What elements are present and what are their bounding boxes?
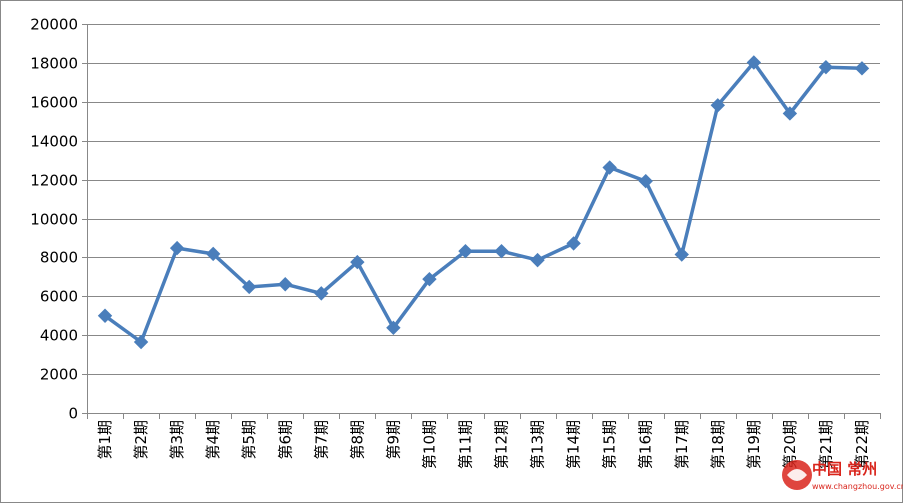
data-point (746, 55, 762, 70)
x-tick-label: 第17期 (673, 420, 691, 469)
x-tick-label: 第22期 (853, 420, 871, 469)
data-point (854, 61, 870, 76)
x-tick-label: 第14期 (565, 420, 583, 469)
grid-lines (87, 24, 880, 375)
data-point (422, 271, 437, 287)
data-point (674, 247, 689, 262)
data-point (566, 236, 581, 251)
x-tick-label: 第3期 (168, 420, 186, 460)
x-tick-label: 第9期 (384, 420, 402, 460)
x-tick-label: 第10期 (420, 420, 438, 469)
x-tick-label: 第7期 (312, 420, 330, 460)
x-axis-tick-labels: 第1期 第2期 第3期 第4期 第5期 第6期 第7期 第8期 第9期 第10期 第11期 第12期第… (96, 420, 871, 469)
y-tick-label: 4000 (40, 327, 78, 345)
data-point (241, 279, 257, 295)
data-point (710, 98, 726, 113)
y-tick-label: 6000 (40, 288, 78, 306)
data-point (782, 106, 798, 121)
x-tick-label: 第6期 (276, 420, 294, 460)
x-tick-label: 第8期 (348, 420, 366, 460)
data-point (818, 59, 834, 75)
x-tick-label: 第11期 (456, 420, 474, 469)
data-point (350, 254, 365, 270)
data-point (97, 308, 113, 323)
series-line-path (103, 60, 863, 344)
watermark-text: 中国 常州 (812, 460, 877, 478)
data-point (133, 334, 149, 350)
series-markers (97, 55, 870, 350)
x-tick-label: 第21期 (817, 420, 835, 469)
data-point (314, 286, 329, 301)
watermark-url: www.changzhou.gov.cn (812, 482, 903, 491)
x-tick-label: 第4期 (204, 420, 222, 460)
data-point (530, 252, 545, 268)
x-tick-label: 第12期 (493, 420, 511, 469)
y-tick-label: 14000 (30, 133, 78, 151)
x-tick-label: 第16期 (637, 420, 655, 469)
data-point (205, 246, 221, 262)
y-tick-label: 16000 (30, 94, 78, 112)
x-tick-label: 第15期 (601, 420, 619, 469)
data-point (638, 173, 653, 189)
data-point (386, 320, 401, 336)
data-point (278, 277, 293, 292)
y-tick-label: 0 (68, 405, 78, 423)
watermark: 中国 常州 www.changzhou.gov.cn (782, 460, 903, 491)
data-point (602, 160, 617, 175)
y-tick-label: 18000 (30, 55, 78, 73)
y-tick-label: 20000 (30, 16, 78, 34)
series-line (103, 60, 863, 344)
data-point (494, 243, 509, 259)
x-tick-label: 第18期 (709, 420, 727, 469)
china-changzhou-logo-icon (782, 460, 812, 490)
y-tick-label: 2000 (40, 366, 78, 384)
x-tick-label: 第13期 (529, 420, 547, 469)
axes (82, 24, 881, 419)
x-tick-label: 第2期 (132, 420, 150, 460)
data-point (458, 243, 473, 259)
y-tick-label: 12000 (30, 172, 78, 190)
x-tick-label: 第20期 (781, 420, 799, 469)
y-tick-label: 10000 (30, 211, 78, 229)
x-tick-label: 第19期 (745, 420, 763, 469)
x-tick-label: 第5期 (240, 420, 258, 460)
data-point (169, 240, 185, 256)
x-tick-label: 第1期 (96, 420, 114, 460)
y-tick-label: 8000 (40, 249, 78, 267)
y-axis-tick-labels: 0 2000 4000 6000 8000 10000 12000 14000 16000 180… (30, 16, 78, 423)
